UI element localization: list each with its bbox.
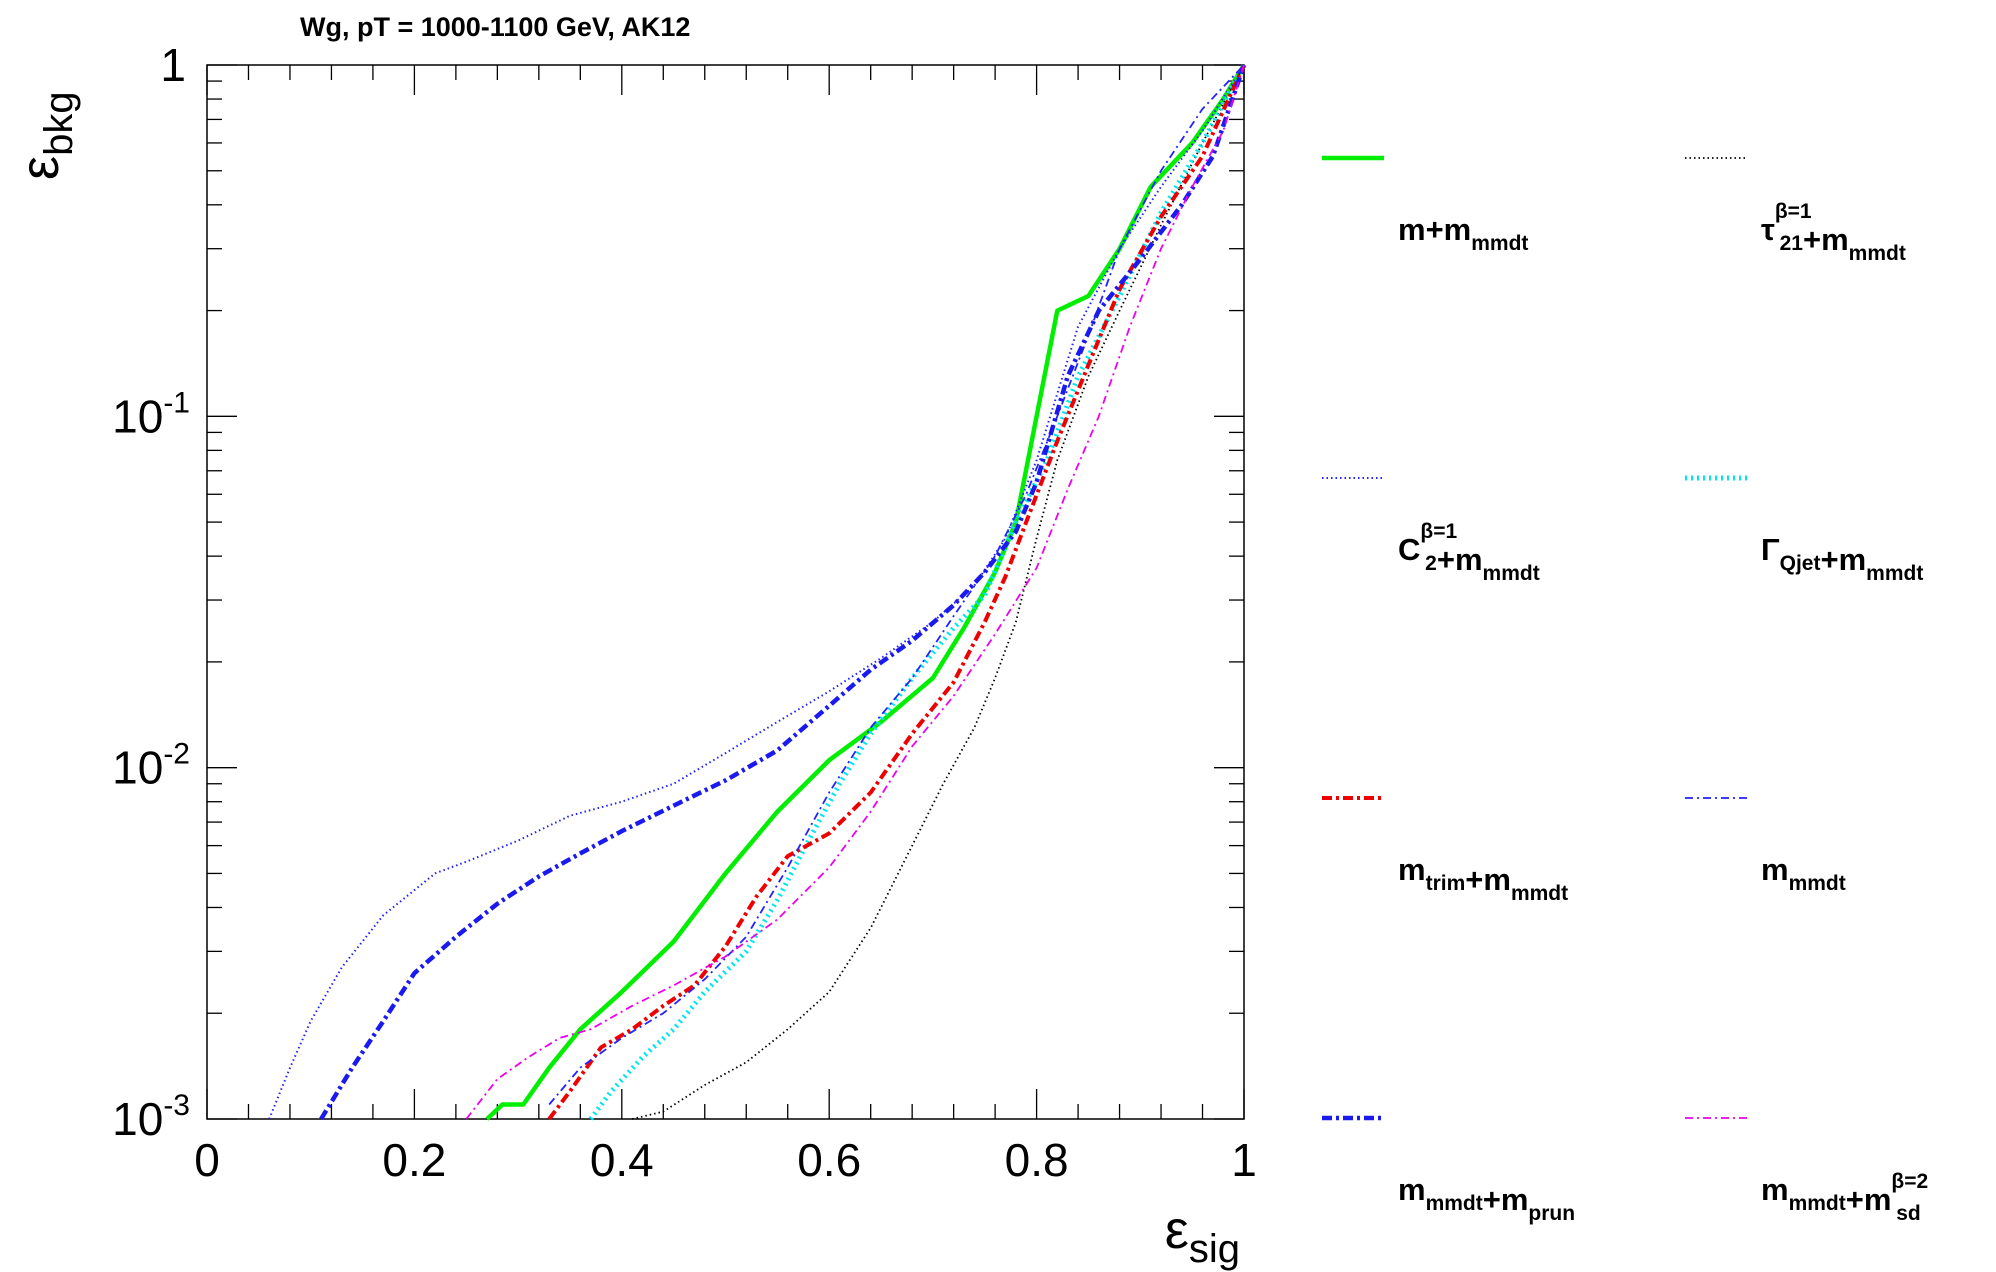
legend-label-1: m+mmmdt (1398, 212, 1528, 255)
x-tick-label: 0.2 (382, 1134, 446, 1186)
series-line-5 (547, 64, 1246, 1121)
legend-label-7: mmmdt+mprun (1398, 1172, 1575, 1225)
legend-label-4: ΓQjet+mmmdt (1761, 532, 1923, 585)
legend-label-8: mmmdt+mβ=2 sd (1761, 1170, 1928, 1225)
axis-titles: εsig εbkg (10, 91, 1240, 1271)
x-tick-label: 0.4 (590, 1134, 654, 1186)
plot-frame (206, 64, 1245, 1120)
legend-label-5: mtrim+mmmdt (1398, 852, 1568, 905)
x-tick-label: 0.8 (1005, 1134, 1069, 1186)
series-line-8 (465, 64, 1245, 1120)
axis-ticks: 0 0.2 0.4 0.6 0.8 1 10-3 10-2 10-1 1 (112, 39, 1257, 1186)
series-line-3 (268, 64, 1245, 1120)
series-line-7 (319, 64, 1247, 1121)
legend-label-2: τβ=1 21+mmmdt (1761, 200, 1906, 265)
y-tick-label: 10-1 (112, 386, 190, 442)
series-lines (268, 63, 1247, 1121)
chart-title: Wg, pT = 1000-1100 GeV, AK12 (300, 12, 690, 42)
y-axis-title: εbkg (10, 91, 81, 180)
y-tick-label: 10-3 (112, 1089, 190, 1145)
series-line-6 (548, 64, 1245, 1106)
x-tick-label: 0 (194, 1134, 220, 1186)
series-line-4 (588, 63, 1247, 1121)
x-axis-title: εsig (1165, 1200, 1240, 1271)
x-tick-label: 1 (1231, 1134, 1257, 1186)
series-line-2 (631, 64, 1245, 1120)
legend: m+mmmdt τβ=1 21+mmmdt Cβ=1 2+mmmdt ΓQjet+mmmd… (1322, 155, 1928, 1225)
series-line-1 (485, 63, 1246, 1121)
legend-label-3: Cβ=1 2+mmmdt (1398, 520, 1540, 585)
y-tick-label: 10-2 (112, 738, 190, 794)
y-tick-label: 1 (160, 39, 186, 91)
x-tick-label: 0.6 (797, 1134, 861, 1186)
legend-label-6: mmmdt (1761, 852, 1846, 895)
plot-area-border (206, 64, 1245, 1120)
